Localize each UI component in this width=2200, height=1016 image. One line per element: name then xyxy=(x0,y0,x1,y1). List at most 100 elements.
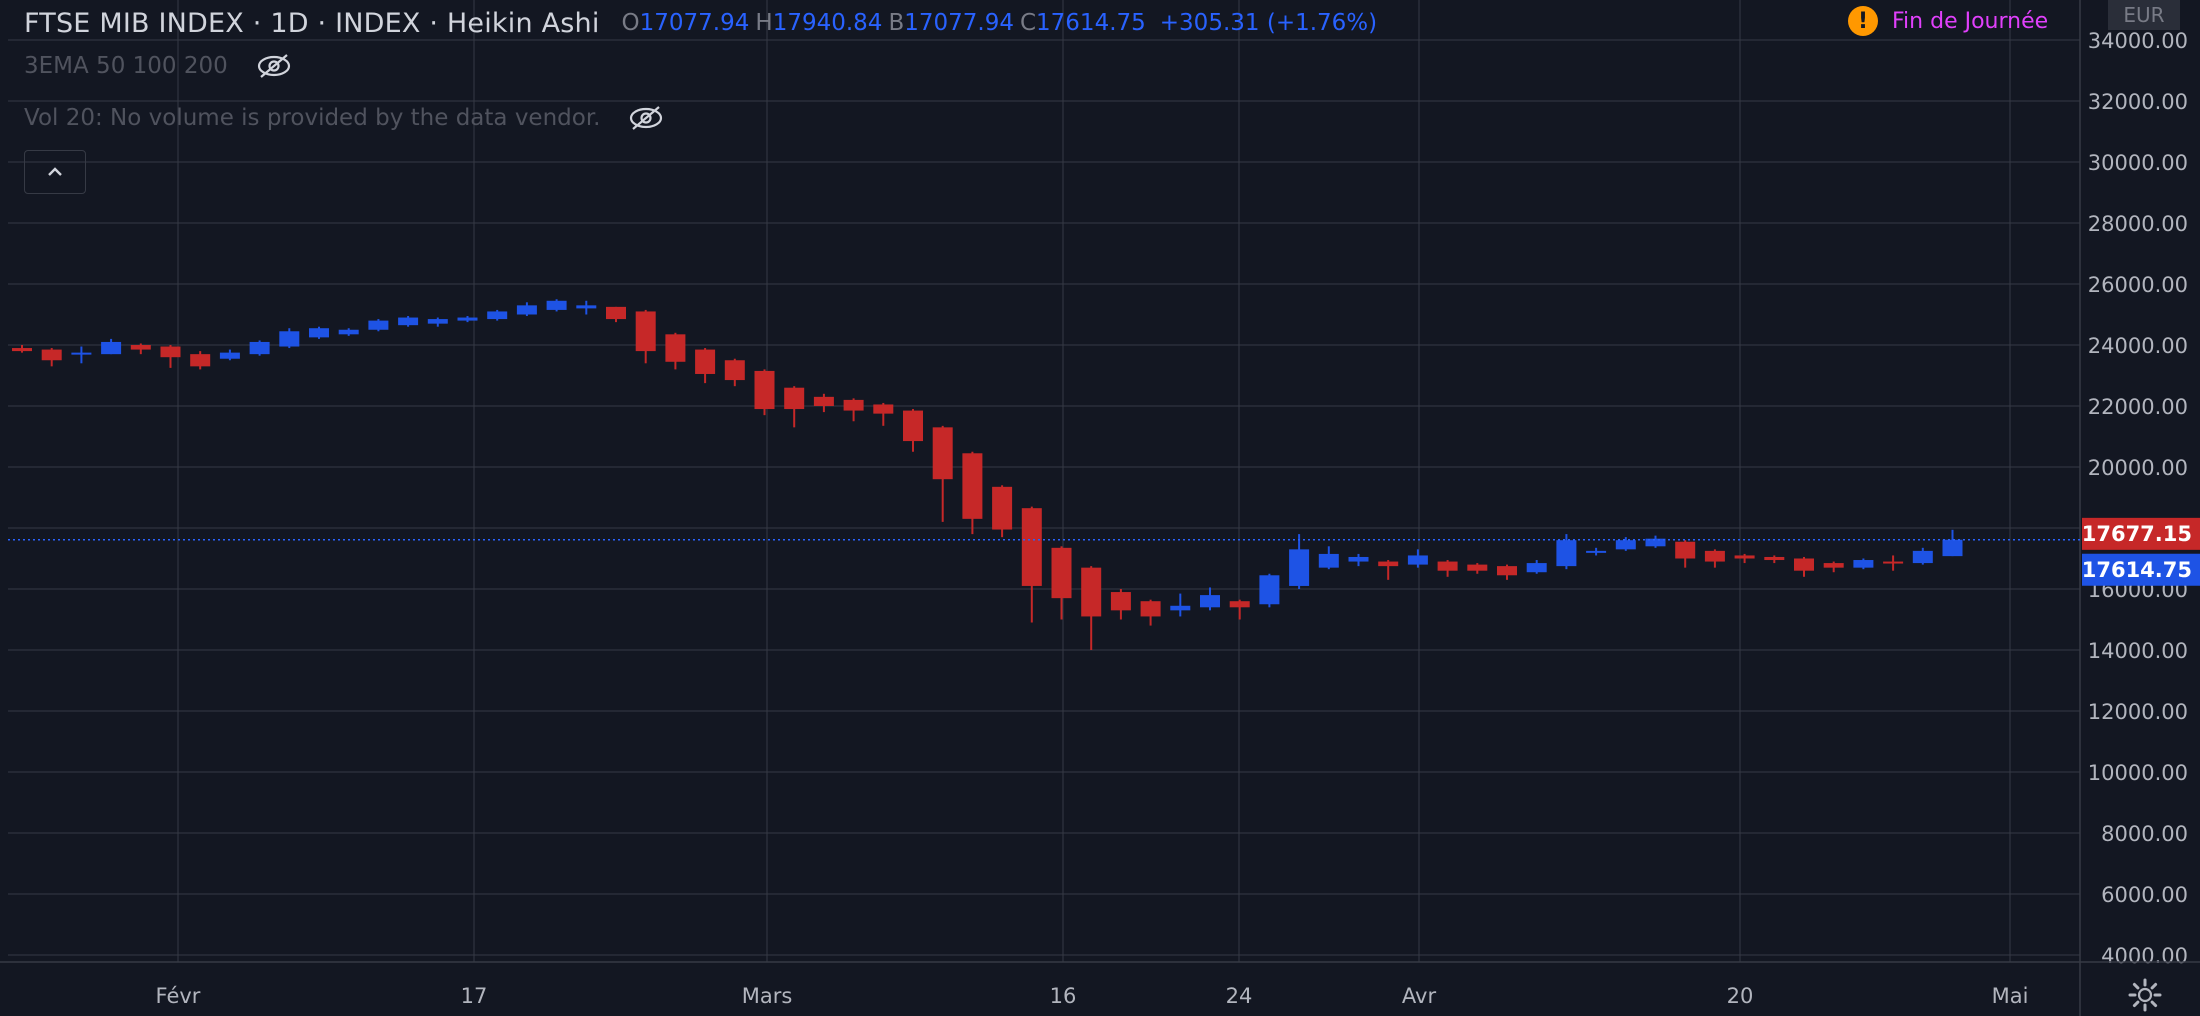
candle-body xyxy=(1912,550,1933,564)
candle xyxy=(754,369,775,416)
candle-body xyxy=(903,410,923,442)
candle-body xyxy=(1200,595,1220,608)
candle-body xyxy=(1170,605,1191,611)
candle xyxy=(249,340,270,356)
candle-body xyxy=(101,341,122,355)
market-status[interactable]: ! Fin de Journée xyxy=(1848,6,2048,36)
candle-body xyxy=(1704,550,1725,562)
candle xyxy=(130,343,151,355)
candle xyxy=(279,328,300,349)
candle xyxy=(724,358,745,387)
candle-body xyxy=(1081,567,1102,617)
y-tick-label: 14000.00 xyxy=(2088,639,2188,663)
candle-body xyxy=(1497,566,1517,576)
study-ema[interactable]: 3EMA 50 100 200 xyxy=(24,52,292,80)
x-tick-label: Mai xyxy=(1992,984,2029,1008)
y-tick-label: 26000.00 xyxy=(2088,273,2188,297)
candle-body xyxy=(1407,555,1428,565)
y-tick-label: 24000.00 xyxy=(2088,334,2188,358)
candle-body xyxy=(1942,539,1963,557)
candle-body xyxy=(71,352,92,355)
candle-body xyxy=(1764,556,1785,561)
symbol-title[interactable]: FTSE MIB INDEX · 1D · INDEX · Heikin Ash… xyxy=(24,7,600,39)
candle xyxy=(41,348,62,367)
ohlc-low: B17077.94 xyxy=(888,10,1014,36)
study-volume[interactable]: Vol 20: No volume is provided by the dat… xyxy=(24,104,664,132)
chevron-up-icon xyxy=(48,167,62,176)
candle xyxy=(1526,560,1547,574)
candle-body xyxy=(1378,561,1399,567)
candle-body xyxy=(41,349,62,361)
candle-body xyxy=(1140,601,1161,617)
y-tick-label: 30000.00 xyxy=(2088,151,2188,175)
candle-body xyxy=(249,341,270,355)
candle xyxy=(487,309,508,321)
candle xyxy=(992,485,1013,538)
y-tick-label: 20000.00 xyxy=(2088,456,2188,480)
candle-body xyxy=(368,320,389,330)
candle xyxy=(1794,556,1814,577)
candle xyxy=(1883,555,1904,571)
candle-body xyxy=(1883,561,1904,564)
candle-body xyxy=(873,404,894,414)
ohlc-close-value: 17614.75 xyxy=(1036,10,1146,36)
candle xyxy=(71,346,92,364)
candle xyxy=(101,338,122,355)
candle-body xyxy=(1615,540,1636,550)
eye-off-icon[interactable] xyxy=(628,104,664,132)
candle xyxy=(903,409,923,452)
candle-body xyxy=(279,331,300,347)
candle-body xyxy=(1526,563,1547,573)
candle-body xyxy=(576,305,597,309)
candle xyxy=(1259,573,1280,608)
candle xyxy=(1912,547,1933,565)
candle xyxy=(427,317,448,327)
candle-body xyxy=(962,453,983,519)
candle xyxy=(1318,546,1339,570)
candle xyxy=(1645,535,1666,548)
y-tick-label: 6000.00 xyxy=(2101,883,2188,907)
candle xyxy=(1615,537,1636,551)
x-tick-label: Avr xyxy=(1402,984,1437,1008)
candle xyxy=(1021,506,1042,623)
candle xyxy=(962,451,983,535)
candle xyxy=(1170,593,1191,617)
candle xyxy=(932,425,953,522)
candle-body xyxy=(1318,553,1339,568)
candle-body xyxy=(160,346,181,358)
ohlc-high-key: H xyxy=(755,10,773,36)
ohlc-close-key: C xyxy=(1019,10,1037,36)
candle-body xyxy=(1645,538,1666,547)
ohlc-low-key: B xyxy=(888,10,905,36)
candle xyxy=(1140,599,1161,626)
collapse-legend-button[interactable] xyxy=(24,150,86,194)
x-tick-label: Févr xyxy=(156,984,201,1008)
candles xyxy=(12,299,1963,650)
candle xyxy=(1586,547,1607,556)
price-label-text: 17614.75 xyxy=(2082,558,2192,582)
gear-icon[interactable] xyxy=(2126,976,2164,1014)
candle-body xyxy=(457,317,478,321)
currency-badge[interactable]: EUR xyxy=(2108,0,2180,30)
symbol-legend: FTSE MIB INDEX · 1D · INDEX · Heikin Ash… xyxy=(24,4,1377,42)
y-tick-label: 34000.00 xyxy=(2088,29,2188,53)
candle-body xyxy=(1586,550,1607,553)
candle xyxy=(695,348,716,384)
candle-body xyxy=(398,317,419,326)
y-tick-label: 8000.00 xyxy=(2101,822,2188,846)
candle xyxy=(12,345,32,353)
eye-off-icon[interactable] xyxy=(256,52,292,80)
candle-body xyxy=(843,399,864,411)
candle xyxy=(190,351,211,370)
candle xyxy=(1378,560,1399,580)
y-tick-label: 28000.00 xyxy=(2088,212,2188,236)
candle-body xyxy=(1734,555,1755,559)
candle xyxy=(1110,589,1131,620)
x-tick-label: 17 xyxy=(461,984,488,1008)
candle-body xyxy=(130,345,151,350)
candle-body xyxy=(338,329,359,335)
x-tick-label: 16 xyxy=(1050,984,1077,1008)
